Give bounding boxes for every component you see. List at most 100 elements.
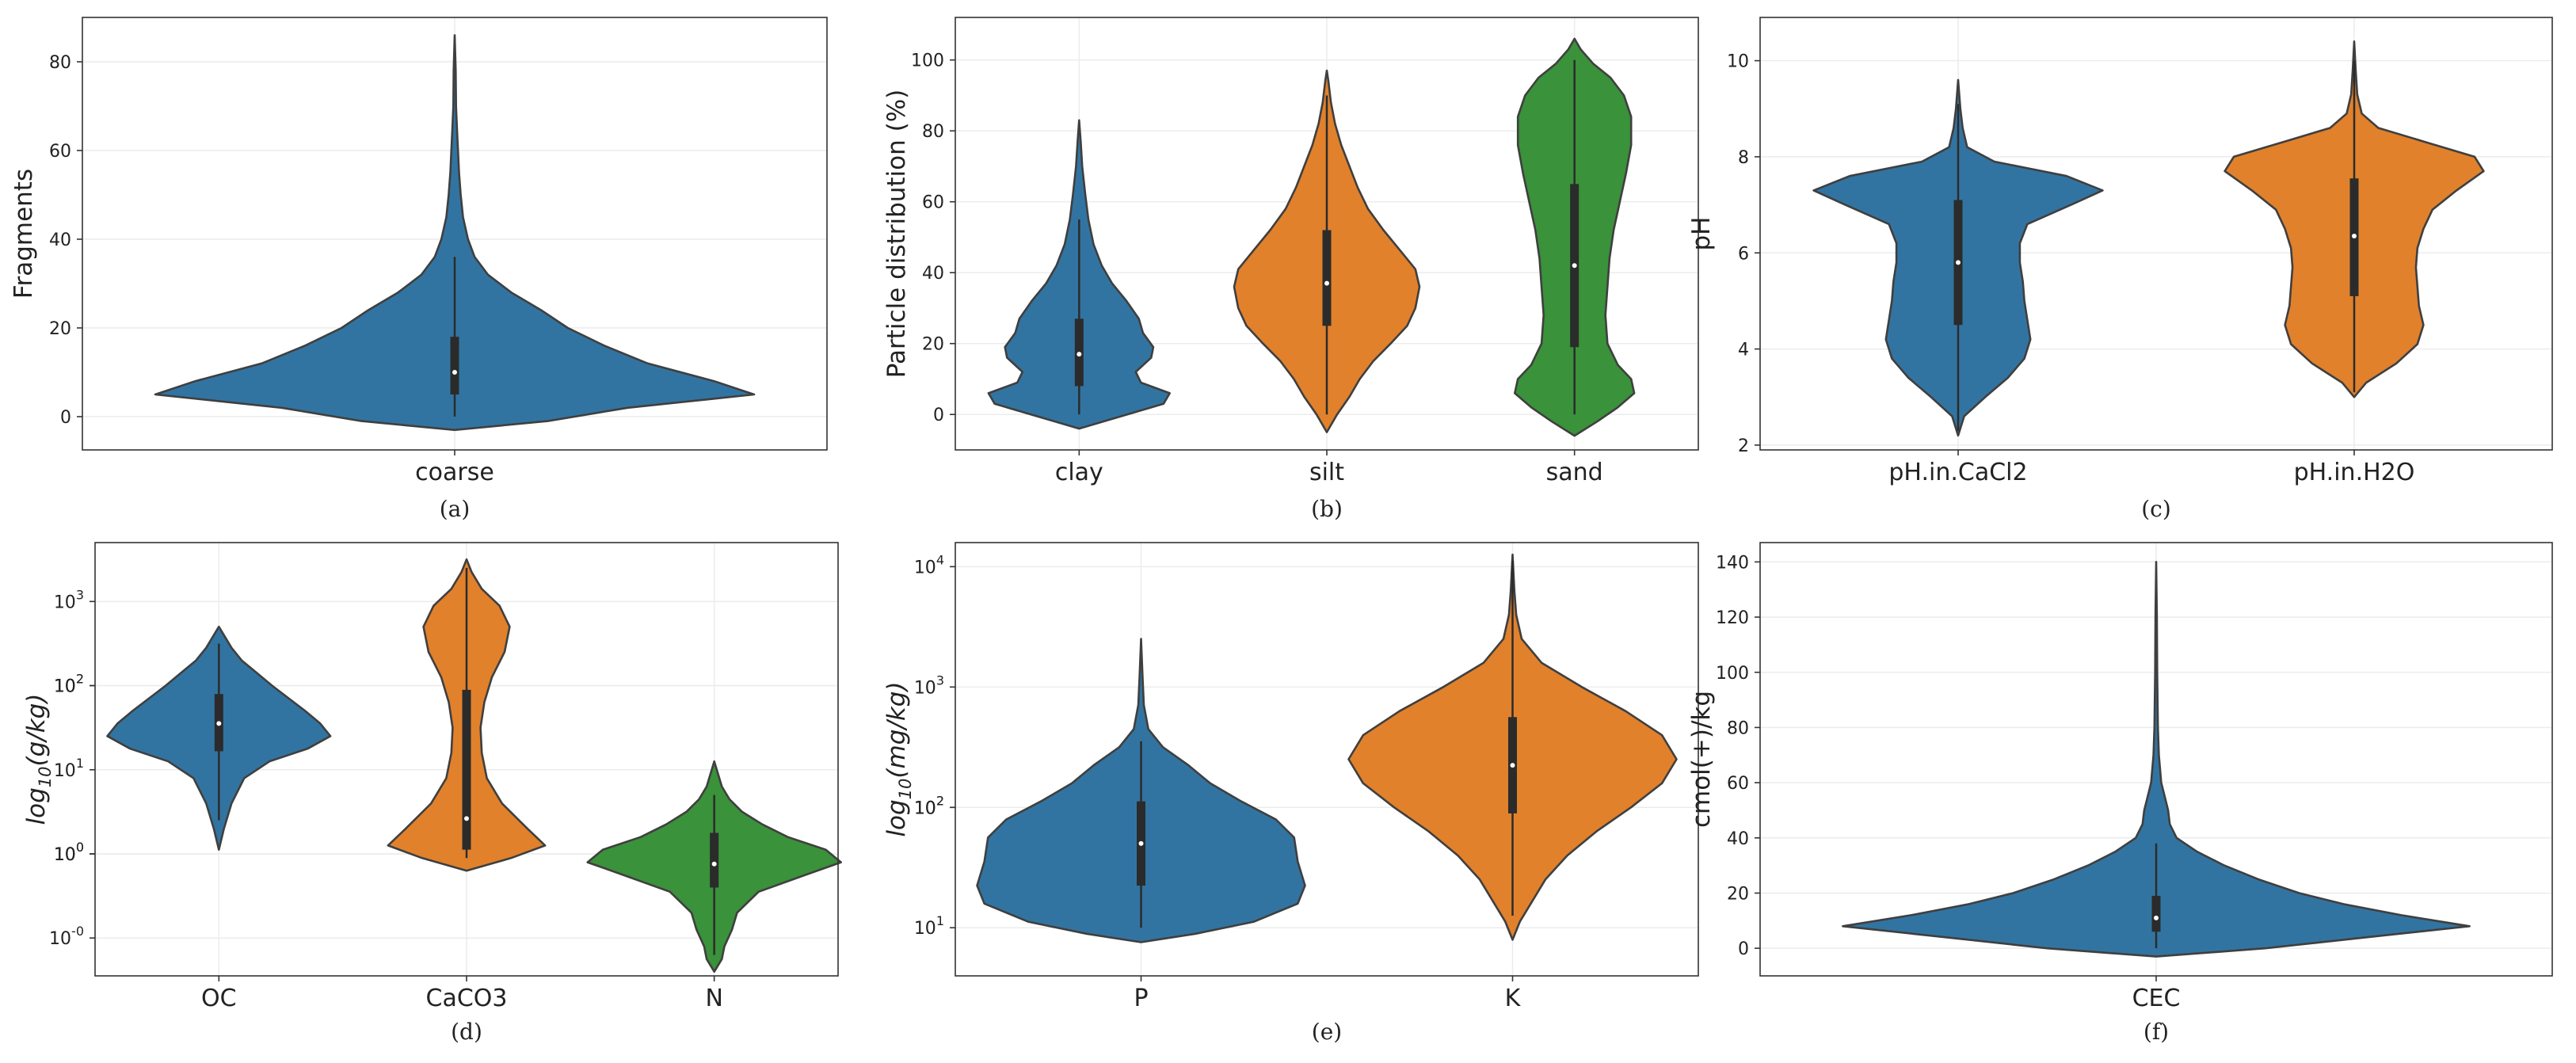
y-tick-label: 100 [54,840,84,865]
y-tick-label: 20 [49,319,71,339]
y-tick-label: 103 [914,672,944,698]
median-marker-sand [1572,263,1577,269]
x-tick-label: N [705,985,722,1012]
plot-frame [955,542,1699,977]
median-marker-pH.in.H2O [2352,234,2357,239]
y-tick-label: 80 [1727,718,1749,738]
y-axis-label-subscript: 10 [36,766,55,787]
y-tick-label: 140 [1716,553,1749,573]
y-tick-label-base: 10 [914,919,936,939]
y-tick-label: 102 [54,672,84,697]
y-tick-label-base: 10 [54,677,76,697]
y-tick-label-exponent: 2 [76,672,84,687]
subplot-b: 0 20 40 60 80 100 clay silt sand Particle distrib… [882,17,1699,522]
y-tick-label: 60 [49,142,71,162]
y-tick-label-base: 10 [54,845,76,865]
subfigure-caption: (b) [1311,496,1343,522]
y-tick-label-exponent: 0 [76,840,84,855]
x-tick-label: CaCO3 [426,985,508,1012]
y-tick-label-exponent: 4 [936,552,944,567]
iqr-box-coarse [450,337,459,394]
x-tick-label: CEC [2132,985,2181,1012]
y-tick-label-base: 10 [49,929,71,949]
y-tick-label-exponent: -0 [71,924,84,939]
y-tick-label-base: 10 [914,798,936,818]
y-tick-label-exponent: 2 [936,793,944,808]
y-axis-label: log10(mg/kg) [882,681,915,836]
y-tick-label: 60 [1727,774,1749,794]
y-tick-label: 8 [1738,148,1749,168]
y-tick-label-exponent: 3 [936,672,944,688]
y-tick-label: 20 [922,335,944,355]
y-tick-label: 40 [1727,829,1749,849]
x-tick-label: clay [1055,459,1103,486]
subplot-f: 0 20 40 60 80 100 120 140 CEC cmol(+)/kg (f) [1687,542,2553,1045]
y-tick-label: 20 [1727,884,1749,904]
y-tick-label: 101 [914,913,944,939]
y-tick-label: 60 [922,193,944,213]
x-tick-label: K [1505,985,1522,1012]
median-marker-coarse [452,370,457,375]
y-axis-label-part: (mg/kg) [882,681,911,778]
iqr-box-CaCO3 [462,689,471,850]
y-tick-label-base: 10 [54,677,76,697]
y-tick-label: 104 [914,552,944,577]
median-marker-silt [1324,280,1329,286]
y-tick-label: 10-0 [49,924,84,949]
iqr-box-N [710,832,719,888]
y-axis-label: Particle distribution (%) [882,90,911,379]
y-tick-label-exponent: 3 [76,587,84,602]
y-axis-label: Fragments [10,169,38,299]
y-tick-label: 80 [922,122,944,142]
y-tick-label: 4 [1738,341,1749,360]
y-tick-label: 100 [1716,664,1749,684]
y-axis-label-subscript: 10 [896,779,915,800]
y-tick-label: 0 [60,408,71,428]
y-tick-label: 80 [49,53,71,73]
x-tick-label: pH.in.H2O [2294,459,2415,486]
y-tick-label: 40 [922,264,944,284]
median-marker-P [1138,840,1144,846]
y-tick-label: 10 [1727,52,1749,72]
y-axis-label-part: log [882,799,911,836]
y-tick-label-exponent: 1 [936,913,944,928]
y-tick-label: 102 [54,672,84,697]
x-tick-label: OC [201,985,237,1012]
y-axis-label-part: (g/kg) [22,694,51,767]
y-tick-label: 102 [914,793,944,818]
y-axis-label: cmol(+)/kg [1687,691,1716,828]
x-tick-label: P [1134,985,1148,1012]
y-tick-label-base: 10 [54,761,76,781]
iqr-box-CEC [2151,895,2161,932]
y-axis-label-part: log [22,787,51,825]
y-tick-label-base: 10 [914,678,936,698]
y-tick-label: 6 [1738,244,1749,264]
violin-coarse [154,34,756,432]
violin-CEC [1842,561,2471,958]
y-tick-label: 120 [1716,608,1749,628]
subplot-a: 0 20 40 60 80 coarse Fragments (a) [10,17,828,522]
y-tick-label: 0 [933,406,944,425]
subfigure-caption: (e) [1312,1019,1342,1045]
median-marker-clay [1077,352,1082,357]
y-tick-label-exponent: 2 [76,672,84,687]
subfigure-caption: (c) [2141,496,2171,522]
median-marker-OC [216,721,222,726]
median-marker-pH.in.CaCl2 [1956,260,1961,265]
y-tick-label-base: 10 [54,845,76,865]
y-tick-label: 103 [54,587,84,612]
y-axis-label: log10(g/kg) [22,694,55,825]
y-tick-label: 100 [54,840,84,865]
x-tick-label: silt [1309,459,1344,486]
y-tick-label: 2 [1738,436,1749,456]
x-tick-label: sand [1546,459,1603,486]
iqr-box-silt [1322,230,1332,326]
y-tick-label: 102 [914,793,944,818]
x-tick-label: coarse [415,459,494,486]
subplot-c: 2 4 6 8 10 pH.in.CaCl2 pH.in.H2O pH (c) [1687,17,2553,522]
subfigure-caption: (f) [2143,1019,2169,1045]
y-tick-label-base: 10 [54,592,76,612]
median-marker-N [711,861,717,867]
